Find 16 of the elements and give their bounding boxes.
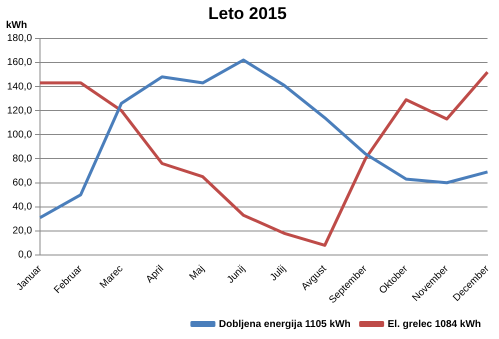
y-tick-label: 80,0: [12, 153, 32, 164]
legend-label: El. grelec 1084 kWh: [388, 318, 482, 330]
y-tick-label: 140,0: [6, 81, 32, 92]
y-tick-label: 180,0: [6, 33, 32, 44]
chart-title: Leto 2015: [208, 4, 287, 23]
x-tick-label: Julij: [268, 263, 288, 284]
y-axis-title: kWh: [6, 20, 28, 32]
y-tick-label: 160,0: [6, 57, 32, 68]
y-tick-label: 100,0: [6, 129, 32, 140]
y-tick-label: 0,0: [18, 250, 32, 261]
y-tick-label: 120,0: [6, 105, 32, 116]
x-tick-label: Maj: [188, 263, 207, 283]
legend-label: Dobljena energija 1105 kWh: [218, 318, 351, 330]
y-tick-label: 60,0: [12, 178, 32, 188]
y-tick-label: 40,0: [12, 202, 32, 213]
y-tick-label: 20,0: [12, 226, 32, 237]
